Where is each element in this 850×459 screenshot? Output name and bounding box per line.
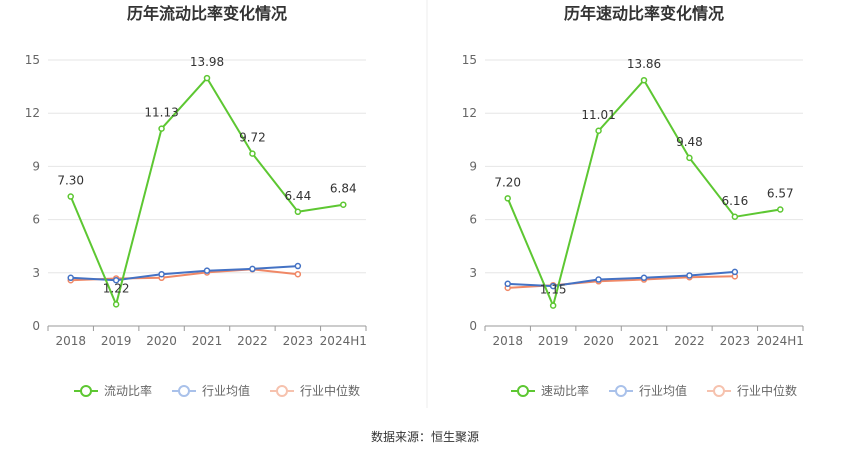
x-tick-label: 2022 [674,334,705,348]
y-tick-label: 6 [32,213,40,227]
data-label: 6.57 [767,186,794,200]
data-point [249,265,256,273]
data-point [777,206,784,213]
y-tick-label: 15 [25,53,40,67]
data-point [158,270,165,278]
data-point [731,268,739,276]
legend-swatch-marker[interactable] [276,385,288,397]
data-point [595,276,602,283]
data-point [203,267,211,274]
data-label: 9.72 [239,131,266,145]
y-tick-label: 0 [32,319,40,333]
y-tick-label: 0 [469,319,477,333]
data-point [640,76,648,84]
series-line [70,265,298,282]
data-point [112,276,120,284]
data-label: 1.15 [540,283,567,297]
data-point [686,272,693,279]
data-label: 9.48 [676,135,703,149]
x-tick-label: 2022 [237,334,268,348]
x-tick-label: 2023 [283,334,314,348]
y-tick-label: 15 [462,53,477,67]
y-tick-label: 6 [469,213,477,227]
data-label: 6.84 [330,182,357,196]
data-point [67,274,74,282]
x-tick-label: 2018 [55,334,86,348]
data-point [595,127,602,135]
x-tick-label: 2021 [629,334,660,348]
chart-title: 历年流动比率变化情况 [127,4,287,23]
x-tick-label: 2023 [720,334,751,348]
data-point [640,274,648,282]
data-point [549,302,557,309]
data-point [504,280,511,288]
y-tick-label: 3 [32,266,40,280]
data-point [294,208,302,216]
y-tick-label: 9 [32,159,40,173]
legend-swatch-marker[interactable] [517,385,529,397]
legend-label[interactable]: 行业均值 [202,383,250,398]
data-point [112,301,120,308]
data-point [686,154,693,162]
data-point [203,74,211,82]
legend-swatch-marker[interactable] [713,385,725,397]
data-label: 7.30 [57,174,84,188]
legend-swatch-marker[interactable] [178,385,190,397]
data-point [340,201,347,208]
data-point [504,195,511,202]
x-tick-label: 2018 [492,334,523,348]
data-label: 13.98 [190,55,224,69]
data-label: 13.86 [627,57,661,71]
legend-label[interactable]: 流动比率 [104,383,152,398]
chart-title: 历年速动比率变化情况 [564,4,724,23]
y-tick-label: 9 [469,159,477,173]
x-tick-label: 2020 [146,334,177,348]
data-source-label: 数据来源：恒生聚源 [370,430,479,444]
series-line [70,268,299,282]
data-point [158,125,165,132]
data-label: 6.16 [721,194,748,208]
data-point [249,150,256,157]
x-tick-label: 2024H1 [320,334,367,348]
data-label: 11.01 [581,108,615,122]
data-point [294,270,302,278]
legend-label[interactable]: 行业均值 [639,383,687,398]
data-point [67,193,74,200]
y-tick-label: 12 [462,106,477,120]
data-point [549,282,557,290]
legend-swatch-marker[interactable] [80,385,92,397]
x-tick-label: 2020 [583,334,614,348]
data-label: 11.13 [144,106,178,120]
legend-swatch-marker[interactable] [615,385,627,397]
legend-label[interactable]: 速动比率 [541,383,589,398]
data-point [731,213,739,221]
y-tick-label: 3 [469,266,477,280]
data-label: 6.44 [284,189,311,203]
data-point [294,262,302,270]
x-tick-label: 2019 [538,334,569,348]
legend-label[interactable]: 行业中位数 [737,383,797,398]
x-tick-label: 2021 [192,334,223,348]
x-tick-label: 2019 [101,334,132,348]
legend-label[interactable]: 行业中位数 [300,383,360,398]
data-label: 1.22 [103,281,130,295]
x-tick-label: 2024H1 [757,334,804,348]
data-label: 7.20 [494,175,521,189]
y-tick-label: 12 [25,106,40,120]
